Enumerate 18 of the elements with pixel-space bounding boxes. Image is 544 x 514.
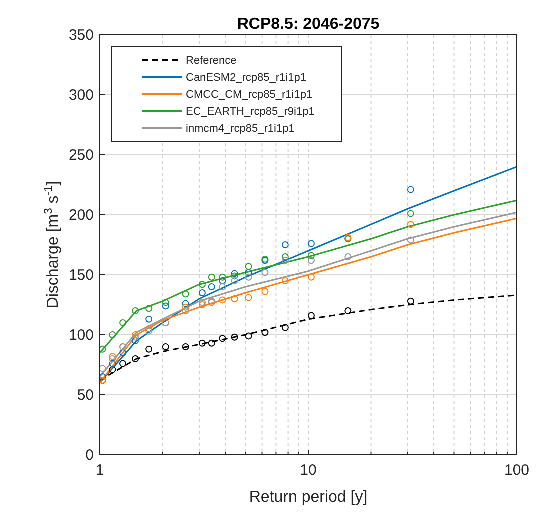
y-tick-label: 100: [68, 327, 94, 344]
legend-label: CanESM2_rcp85_r1i1p1: [186, 72, 306, 84]
x-tick-label: 100: [504, 462, 530, 479]
x-tick-label: 10: [300, 462, 317, 479]
legend-label: CMCC_CM_rcp85_r1i1p1: [186, 89, 313, 101]
x-tick-label: 1: [96, 462, 104, 479]
y-tick-label: 200: [68, 207, 94, 224]
y-tick-label: 50: [77, 387, 94, 404]
y-tick-label: 250: [68, 147, 94, 164]
y-tick-label: 350: [68, 27, 94, 44]
y-tick-label: 300: [68, 87, 94, 104]
legend-label: inmcm4_rcp85_r1i1p1: [186, 123, 295, 135]
x-axis-title: Return period [y]: [249, 489, 368, 506]
legend-label: EC_EARTH_rcp85_r9i1p1: [186, 106, 315, 118]
y-tick-label: 0: [86, 447, 94, 464]
legend-label: Reference: [186, 55, 237, 67]
y-tick-label: 150: [68, 267, 94, 284]
chart-title: RCP8.5: 2046-2075: [237, 16, 380, 33]
